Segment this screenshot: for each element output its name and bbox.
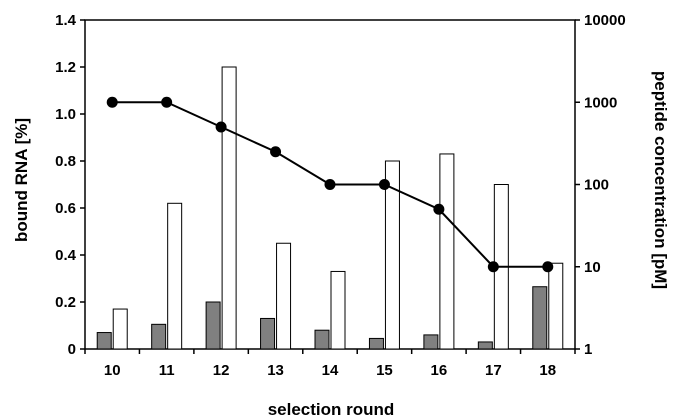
y2-tick-label: 10000 (584, 12, 626, 29)
bar-gray (260, 317, 276, 350)
y2-tick-label: 100 (584, 177, 609, 194)
bar-white (167, 202, 183, 350)
line-point (270, 146, 282, 158)
y-tick-label: 1.0 (55, 106, 76, 123)
bar-white (221, 66, 237, 350)
y2-tick-label: 1 (584, 341, 592, 358)
y-tick-label: 0.8 (55, 153, 76, 170)
line-point (378, 179, 390, 190)
tick-labels: 0 0.2 0.4 0.6 0.8 1.0 1.2 1.4 1 10 100 1000 10000 10 1… (55, 12, 626, 379)
line-point (324, 179, 336, 190)
y-tick-label: 0 (68, 341, 76, 358)
y-tick-label: 0.2 (55, 294, 76, 311)
y-tick-label: 1.2 (55, 59, 76, 76)
x-tick-label: 13 (267, 362, 284, 379)
line-point (433, 203, 445, 215)
y2-tick-label: 10 (584, 259, 601, 276)
x-axis-title: selection round (268, 400, 395, 418)
bar-gray (151, 323, 167, 350)
x-tick-label: 14 (322, 362, 339, 379)
y-tick-label: 0.4 (55, 247, 77, 264)
bar-white (384, 160, 400, 350)
bar-white (276, 242, 292, 350)
line-point (542, 261, 554, 273)
bar-white (548, 262, 564, 350)
line-point (215, 121, 227, 133)
bar-gray (423, 334, 439, 350)
bars (96, 66, 564, 350)
y-axis-title: bound RNA [%] (12, 118, 31, 242)
x-tick-label: 10 (104, 362, 121, 379)
bar-white (439, 153, 455, 350)
bar-white (112, 308, 128, 350)
line-point (161, 96, 173, 108)
x-tick-label: 18 (539, 362, 556, 379)
bar-gray (205, 301, 221, 350)
x-tick-label: 12 (213, 362, 230, 379)
y2-tick-label: 1000 (584, 94, 617, 111)
x-tick-label: 11 (159, 362, 175, 379)
bar-gray (96, 332, 112, 350)
bar-gray (314, 329, 330, 350)
x-tick-label: 16 (431, 362, 448, 379)
y-tick-label: 0.6 (55, 200, 76, 217)
bar-white (330, 270, 346, 350)
concentration-line-series (106, 96, 554, 273)
line-point (106, 96, 118, 108)
line-point (487, 261, 499, 273)
axes (80, 19, 580, 354)
y-tick-label: 1.4 (55, 12, 77, 29)
bar-gray (368, 337, 384, 350)
bar-gray (477, 341, 493, 350)
bar-gray (532, 286, 548, 350)
y2-axis-title: peptide concentration [pM] (651, 71, 670, 289)
x-tick-label: 17 (485, 362, 502, 379)
x-tick-label: 15 (376, 362, 393, 379)
